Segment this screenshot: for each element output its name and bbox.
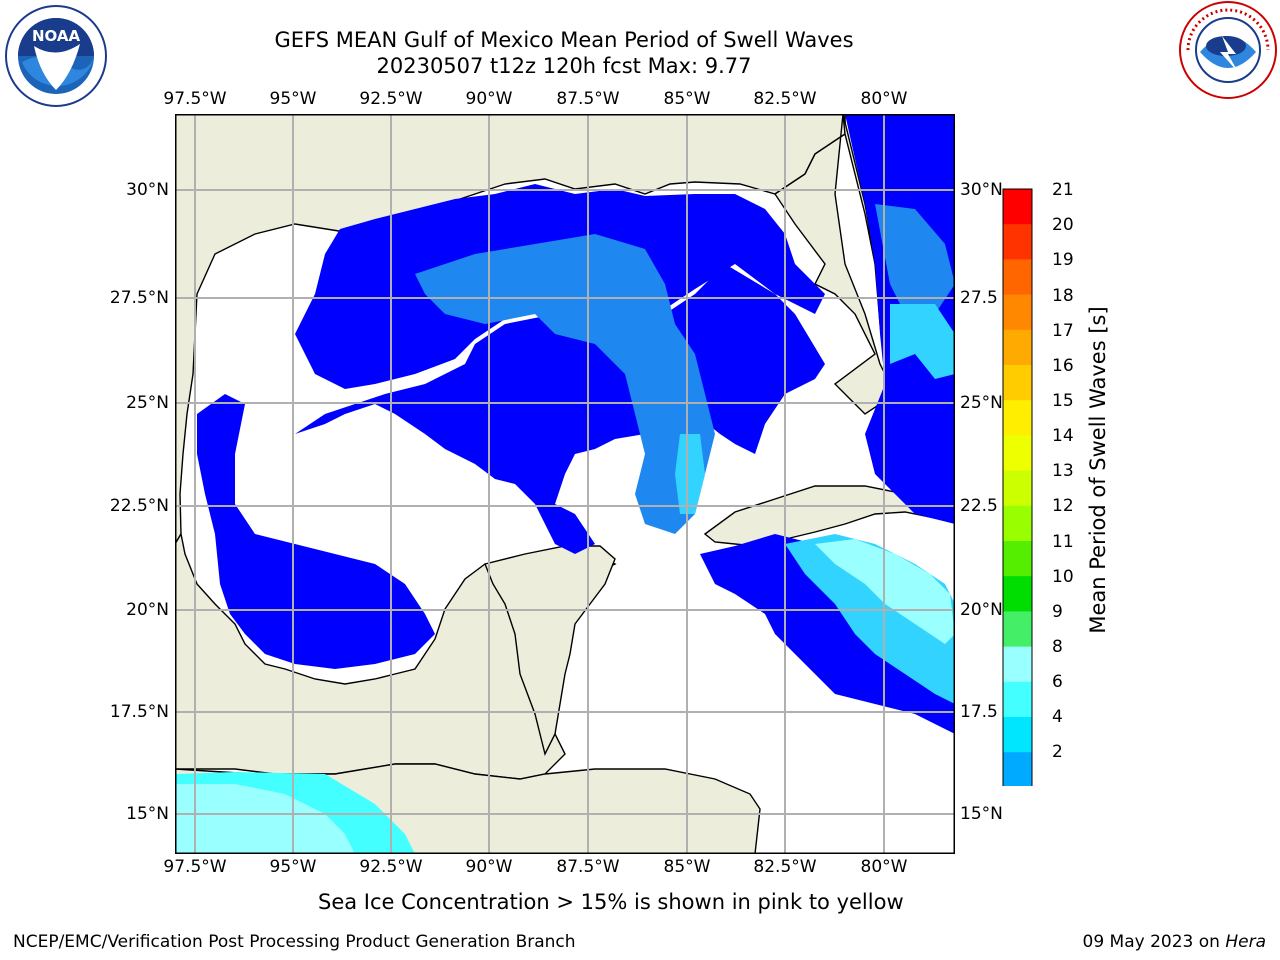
noaa-wordmark: NOAA [32,27,81,45]
colorbar-tick: 11 [1052,532,1074,552]
lon-label-top: 90°W [465,89,513,109]
swell-region-dark-blue-caribbean [700,534,955,734]
swell-region-light-blue-east [875,204,955,314]
colorbar [1002,188,1033,786]
lon-label-bottom: 82.5°W [753,857,817,877]
colorbar-tick: 15 [1052,391,1074,411]
lon-label-top: 95°W [269,89,317,109]
footer-credit: NCEP/EMC/Verification Post Processing Pr… [13,932,576,952]
colorbar-segment [1003,646,1032,683]
colorbar-tick: 12 [1052,496,1074,516]
colorbar-segment [1003,294,1032,331]
colorbar-segment [1003,541,1032,577]
colorbar-tick: 4 [1052,707,1063,727]
lat-label-left: 22.5°N [109,496,169,516]
chart-subtitle: 20230507 t12z 120h fcst Max: 9.77 [376,54,752,78]
colorbar-tick: 2 [1052,742,1063,762]
colorbar-tick: 18 [1052,286,1074,306]
lon-label-bottom: 85°W [663,857,711,877]
colorbar-tick: 19 [1052,250,1074,270]
lon-label-top: 80°W [860,89,908,109]
swell-region-dark-blue-north [295,264,825,554]
lat-label-left: 17.5°N [109,702,169,722]
colorbar-segment [1003,329,1032,366]
lon-label-bottom: 90°W [465,857,513,877]
colorbar-tick: 21 [1052,180,1074,200]
lat-label-right: 30°N [960,180,1003,200]
footer-machine: Hera [1225,932,1266,952]
lat-label-left: 15°N [126,804,169,824]
colorbar-tick: 10 [1052,567,1074,587]
map-plot [175,114,955,854]
chart-title: GEFS MEAN Gulf of Mexico Mean Period of … [274,28,854,52]
swell-region-dark-blue-west [197,394,435,669]
colorbar-segment [1003,400,1032,436]
colorbar-segment [1003,505,1032,542]
colorbar-segment [1003,259,1032,296]
lat-label-right: 17.5 [960,702,998,722]
lon-label-top: 85°W [663,89,711,109]
swell-region-pale-cyan-pacific [175,784,355,854]
lat-label-right: 27.5 [960,288,998,308]
swell-region-cyan-east [890,304,955,379]
lon-label-bottom: 97.5°W [163,857,227,877]
lat-label-right: 20°N [960,600,1003,620]
colorbar-segment [1003,435,1032,472]
nws-logo [1179,1,1277,99]
lon-label-top: 87.5°W [556,89,620,109]
colorbar-segment [1003,224,1032,260]
colorbar-tick: 13 [1052,461,1074,481]
lat-label-right: 15°N [960,804,1003,824]
colorbar-segment [1003,681,1032,718]
lon-label-bottom: 92.5°W [359,857,423,877]
lat-label-left: 25°N [126,393,169,413]
map-frame [175,114,955,854]
colorbar-frame [1002,188,1033,786]
lat-label-left: 20°N [126,600,169,620]
colorbar-segment [1003,752,1032,786]
colorbar-tick: 14 [1052,426,1074,446]
colorbar-tick: 16 [1052,356,1074,376]
lat-label-right: 22.5 [960,496,998,516]
colorbar-segment [1003,717,1032,753]
lat-label-right: 25°N [960,393,1003,413]
colorbar-tick: 17 [1052,321,1074,341]
map-gridlines [175,114,955,854]
lon-label-bottom: 87.5°W [556,857,620,877]
swell-region-cyan-channel [675,434,705,514]
colorbar-segment [1003,470,1032,507]
lon-label-top: 92.5°W [359,89,423,109]
lon-label-top: 97.5°W [163,89,227,109]
colorbar-segment [1003,611,1032,648]
colorbar-segment [1003,189,1032,225]
colorbar-segment [1003,576,1032,612]
noaa-logo: NOAA [5,5,107,107]
lon-label-top: 82.5°W [753,89,817,109]
footer-date: 09 May 2023 on Hera [1083,932,1267,952]
lat-label-left: 27.5°N [109,288,169,308]
footer-date-text: 09 May 2023 on [1082,932,1226,952]
lat-label-left: 30°N [126,180,169,200]
colorbar-tick: 8 [1052,637,1063,657]
colorbar-segment [1003,365,1032,401]
colorbar-tick: 6 [1052,672,1063,692]
sea-ice-note: Sea Ice Concentration > 15% is shown in … [318,890,904,914]
colorbar-tick: 20 [1052,215,1074,235]
colorbar-tick: 9 [1052,602,1063,622]
lon-label-bottom: 95°W [269,857,317,877]
land-yucatan [484,545,616,757]
lon-label-bottom: 80°W [860,857,908,877]
colorbar-label: Mean Period of Swell Waves [s] [1086,306,1110,634]
